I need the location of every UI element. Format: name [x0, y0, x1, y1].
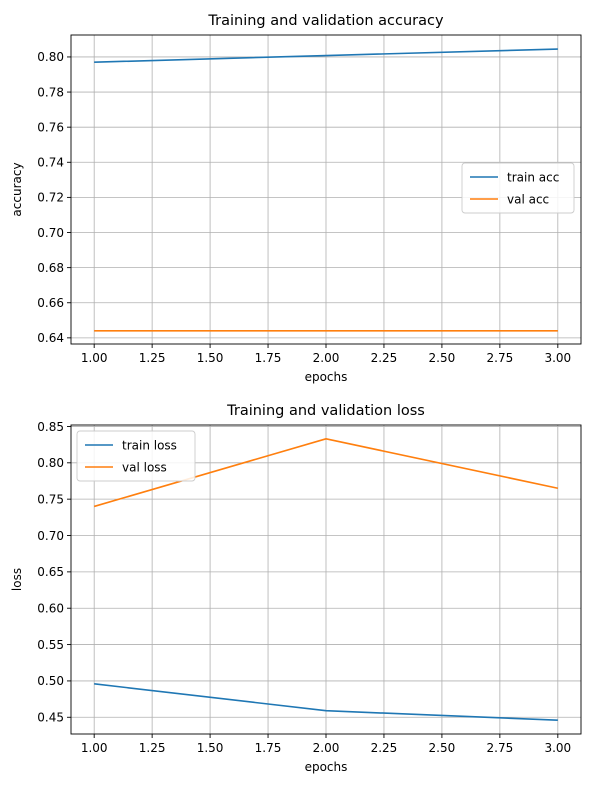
legend-label: train acc	[507, 170, 559, 184]
y-tick-label: 0.68	[37, 261, 64, 275]
x-tick-label: 1.25	[139, 351, 166, 365]
x-tick-label: 1.00	[81, 351, 108, 365]
x-tick-label: 2.25	[371, 351, 398, 365]
y-tick-label: 0.45	[37, 711, 64, 725]
x-tick-label: 1.50	[197, 351, 224, 365]
series-line-train-acc	[94, 48, 558, 64]
x-tick-label: 1.00	[81, 741, 108, 755]
x-tick-label: 1.75	[255, 351, 282, 365]
x-tick-label: 2.00	[313, 741, 340, 755]
y-tick-label: 0.70	[37, 226, 64, 240]
chart-title: Training and validation loss	[226, 403, 425, 419]
y-axis-label: loss	[10, 568, 24, 591]
y-tick-label: 0.78	[37, 85, 64, 99]
chart-panel-2: 1.00 1.25 1.50 1.75 2.00 2.25 2.50 2.75 3.00 0.45…	[10, 403, 582, 774]
x-tick-label: 3.00	[544, 741, 571, 755]
y-tick-label: 0.66	[37, 296, 64, 310]
y-tick-label: 0.80	[37, 456, 64, 470]
legend: train acc val acc	[461, 162, 575, 214]
series-line-train-loss	[94, 683, 558, 721]
x-tick-label: 2.75	[487, 351, 514, 365]
x-tick-label: 1.75	[255, 741, 282, 755]
legend-label: train loss	[122, 438, 177, 452]
x-tick-label: 3.00	[544, 351, 571, 365]
legend-box	[461, 162, 575, 214]
x-tick-label: 2.00	[313, 351, 340, 365]
chart-panel-1: 1.00 1.25 1.50 1.75 2.00 2.25 2.50 2.75 3.00 0.64…	[10, 13, 582, 384]
x-axis-label: epochs	[305, 760, 348, 774]
x-tick-label: 1.25	[139, 741, 166, 755]
legend-box	[76, 430, 196, 482]
legend-label: val loss	[122, 460, 167, 474]
y-tick-label: 0.60	[37, 602, 64, 616]
x-tick-label: 2.75	[487, 741, 514, 755]
y-tick-label: 0.65	[37, 565, 64, 579]
x-tick-label: 2.25	[371, 741, 398, 755]
x-tick-label: 2.50	[429, 351, 456, 365]
y-tick-label: 0.55	[37, 638, 64, 652]
y-tick-label: 0.50	[37, 674, 64, 688]
y-axis-label: accuracy	[10, 162, 24, 216]
x-tick-label: 1.50	[197, 741, 224, 755]
chart-title: Training and validation accuracy	[207, 13, 444, 29]
x-axis-label: epochs	[305, 370, 348, 384]
y-tick-label: 0.80	[37, 50, 64, 64]
y-tick-label: 0.72	[37, 191, 64, 205]
y-tick-label: 0.85	[37, 420, 64, 434]
legend: train loss val loss	[76, 430, 196, 482]
y-tick-label: 0.64	[37, 331, 64, 345]
y-tick-label: 0.76	[37, 120, 64, 134]
y-tick-label: 0.74	[37, 156, 64, 170]
series-line-val-loss	[93, 438, 558, 508]
x-tick-label: 2.50	[429, 741, 456, 755]
legend-label: val acc	[507, 192, 549, 206]
y-tick-label: 0.70	[37, 529, 64, 543]
y-tick-label: 0.75	[37, 492, 64, 506]
